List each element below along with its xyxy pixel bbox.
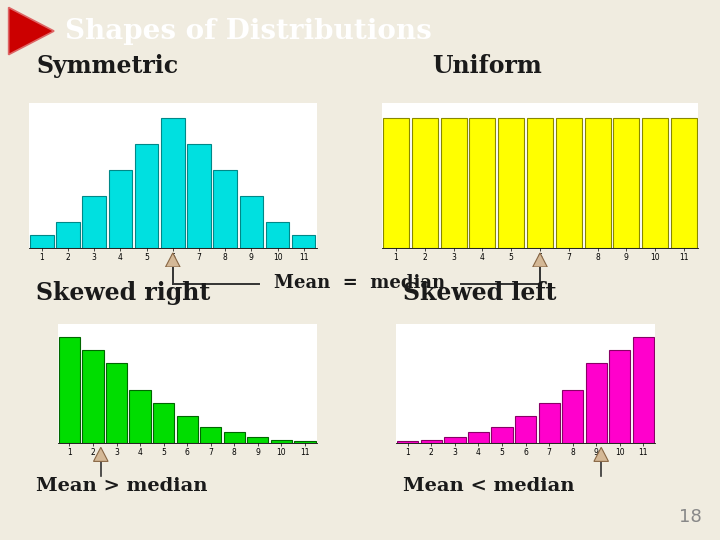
Bar bbox=[444, 437, 466, 443]
Bar bbox=[30, 235, 54, 248]
Bar bbox=[609, 350, 631, 443]
Bar bbox=[556, 118, 582, 248]
Bar bbox=[292, 235, 315, 248]
Bar bbox=[642, 118, 668, 248]
Text: Symmetric: Symmetric bbox=[36, 55, 178, 78]
Bar bbox=[213, 170, 237, 248]
Bar bbox=[671, 118, 697, 248]
Polygon shape bbox=[594, 447, 608, 461]
Text: Skewed right: Skewed right bbox=[36, 281, 210, 305]
Bar bbox=[585, 363, 607, 443]
Bar bbox=[420, 440, 442, 443]
Text: Skewed left: Skewed left bbox=[403, 281, 557, 305]
Bar bbox=[412, 118, 438, 248]
Bar bbox=[527, 118, 553, 248]
Bar bbox=[59, 337, 80, 443]
Polygon shape bbox=[166, 253, 180, 267]
Text: Mean > median: Mean > median bbox=[36, 477, 207, 495]
Text: 18: 18 bbox=[679, 509, 702, 526]
Bar bbox=[240, 197, 263, 248]
Bar bbox=[469, 118, 495, 248]
Bar bbox=[585, 118, 611, 248]
Bar bbox=[441, 118, 467, 248]
Bar bbox=[468, 432, 489, 443]
Bar bbox=[633, 337, 654, 443]
Bar bbox=[130, 390, 150, 443]
Bar bbox=[539, 403, 559, 443]
Polygon shape bbox=[94, 447, 108, 461]
Bar bbox=[83, 197, 106, 248]
Bar bbox=[82, 350, 104, 443]
Bar bbox=[56, 222, 80, 248]
Bar bbox=[161, 118, 184, 248]
Bar bbox=[515, 416, 536, 443]
Bar bbox=[271, 440, 292, 443]
Text: Mean < median: Mean < median bbox=[403, 477, 575, 495]
Bar bbox=[562, 390, 583, 443]
Bar bbox=[224, 432, 245, 443]
Bar bbox=[498, 118, 524, 248]
Bar bbox=[613, 118, 639, 248]
Bar bbox=[106, 363, 127, 443]
Bar bbox=[135, 144, 158, 248]
Polygon shape bbox=[9, 8, 54, 55]
Bar bbox=[109, 170, 132, 248]
Bar bbox=[176, 416, 198, 443]
Bar bbox=[153, 403, 174, 443]
Text: Shapes of Distributions: Shapes of Distributions bbox=[65, 17, 431, 45]
Bar bbox=[266, 222, 289, 248]
Bar bbox=[247, 437, 269, 443]
Polygon shape bbox=[533, 253, 547, 267]
Bar bbox=[492, 427, 513, 443]
Bar bbox=[397, 442, 418, 443]
Bar bbox=[383, 118, 409, 248]
Text: Uniform: Uniform bbox=[432, 55, 541, 78]
Bar bbox=[200, 427, 221, 443]
Bar bbox=[294, 442, 315, 443]
Bar bbox=[187, 144, 211, 248]
Text: Mean  =  median: Mean = median bbox=[274, 274, 446, 293]
